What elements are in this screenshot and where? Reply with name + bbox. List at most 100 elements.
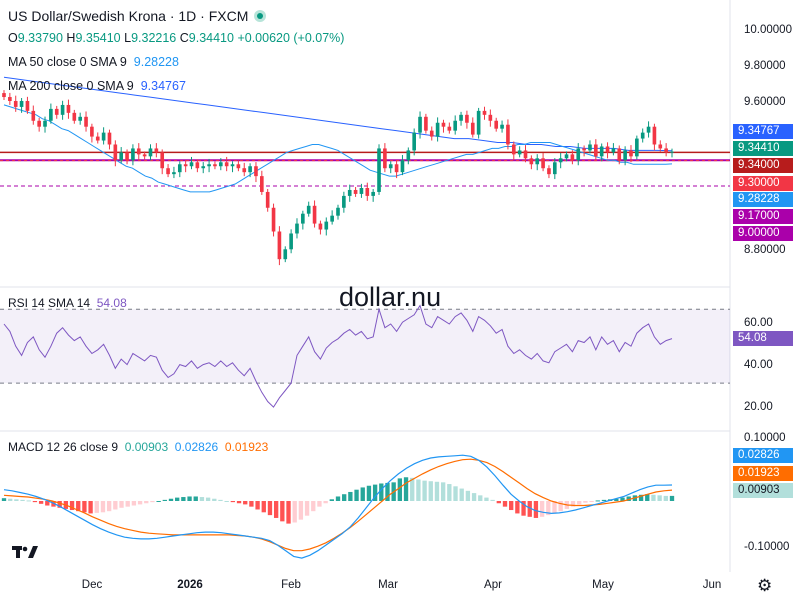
candle-body bbox=[605, 146, 610, 153]
candle-body bbox=[31, 110, 36, 121]
macd-histogram-bar bbox=[286, 501, 291, 524]
macd-histogram-bar bbox=[113, 501, 118, 510]
macd-histogram-bar bbox=[181, 497, 186, 501]
candle-body bbox=[19, 100, 24, 107]
low-value: 9.32216 bbox=[131, 31, 177, 45]
macd-histogram-bar bbox=[94, 501, 99, 513]
ma50-legend[interactable]: MA 50 close 0 SMA 9 9.28228 bbox=[8, 55, 179, 69]
x-axis-label-apr: Apr bbox=[484, 579, 502, 591]
macd-histogram-bar bbox=[131, 501, 137, 506]
price-axis-label: 9.60000 bbox=[744, 96, 786, 108]
macd-histogram-bar bbox=[298, 501, 304, 520]
macd-histogram-bar bbox=[1, 498, 7, 501]
candle-body bbox=[424, 116, 428, 131]
candle-body bbox=[588, 144, 592, 151]
macd-histogram-bar bbox=[342, 494, 347, 501]
macd-histogram-bar bbox=[280, 501, 285, 522]
candle-body bbox=[43, 120, 47, 127]
price-axis-label: 10.00000 bbox=[744, 24, 792, 36]
macd-histogram-bar bbox=[329, 499, 334, 501]
macd-axis-label: -0.10000 bbox=[744, 541, 790, 553]
support-badge: 9.30000 bbox=[733, 176, 793, 191]
candle-body bbox=[470, 122, 475, 135]
candle-body bbox=[365, 187, 370, 196]
candle-body bbox=[78, 116, 82, 121]
macd-histogram-bar bbox=[267, 501, 273, 516]
macd-histogram-bar bbox=[583, 501, 588, 503]
macd-histogram-bar bbox=[533, 501, 539, 518]
macd-histogram-bar bbox=[162, 499, 167, 501]
macd-histogram-bar bbox=[471, 493, 477, 501]
candle-body bbox=[330, 215, 334, 222]
candle-body bbox=[183, 164, 188, 167]
candle-body bbox=[125, 152, 129, 161]
candle-body bbox=[406, 150, 411, 161]
macd-histogram-bar bbox=[651, 494, 656, 501]
candle-body bbox=[640, 132, 645, 139]
macd-histogram-bar bbox=[372, 484, 378, 501]
x-axis-label-dec: Dec bbox=[81, 579, 103, 591]
macd-histogram-bar bbox=[422, 480, 427, 501]
macd-histogram-bar bbox=[261, 501, 266, 513]
ma200-legend[interactable]: MA 200 close 0 SMA 9 9.34767 bbox=[8, 79, 186, 93]
candle-body bbox=[476, 110, 481, 135]
macd-histogram-bar bbox=[125, 501, 130, 507]
candle-body bbox=[541, 158, 545, 169]
rsi-legend[interactable]: RSI 14 SMA 14 54.08 bbox=[8, 296, 127, 310]
candle-body bbox=[646, 126, 651, 133]
macd-histogram-bar bbox=[638, 494, 644, 501]
rsi-axis-label: 40.00 bbox=[744, 359, 773, 371]
macd-histogram-bar bbox=[119, 501, 124, 508]
macd-histogram-bar bbox=[515, 501, 520, 514]
macd-histogram-bar bbox=[137, 501, 143, 505]
macd-histogram-bar bbox=[187, 496, 192, 501]
candle-body bbox=[500, 124, 504, 129]
candle-body bbox=[383, 148, 387, 169]
candle-body bbox=[582, 148, 586, 151]
macd-histogram-bar bbox=[645, 494, 650, 501]
macd-histogram-bar bbox=[14, 499, 19, 501]
candle-body bbox=[552, 162, 557, 175]
symbol-title[interactable]: US Dollar/Swedish Krona · 1D · FXCM bbox=[8, 8, 249, 24]
candle-body bbox=[482, 110, 487, 115]
macd-histogram-bar bbox=[558, 501, 563, 512]
candle-body bbox=[242, 168, 247, 173]
ma200-label: MA 200 close 0 SMA 9 bbox=[8, 79, 134, 93]
candle-body bbox=[66, 104, 71, 113]
macd-histogram-bar bbox=[175, 497, 180, 501]
macd-signal-value: 0.01923 bbox=[224, 440, 269, 454]
candle-body bbox=[37, 120, 41, 127]
candle-body bbox=[617, 148, 622, 161]
candle-body bbox=[172, 172, 176, 175]
candle-body bbox=[318, 223, 323, 230]
price-axis-label: 9.80000 bbox=[744, 60, 786, 72]
macd-histogram-bar bbox=[150, 501, 155, 503]
macd-histogram-bar bbox=[614, 498, 619, 501]
rsi-axis-label: 60.00 bbox=[744, 317, 773, 329]
candle-body bbox=[213, 164, 217, 167]
last-price-badge: 9.34410 bbox=[733, 141, 793, 156]
macd-histogram-bar bbox=[570, 501, 576, 507]
market-open-icon bbox=[254, 10, 267, 22]
macd-histogram-bar bbox=[168, 498, 174, 501]
candle-body bbox=[629, 150, 633, 157]
candle-body bbox=[160, 152, 165, 169]
candles bbox=[2, 90, 674, 266]
candle-body bbox=[289, 233, 293, 250]
low-label: L bbox=[124, 31, 132, 45]
candle-body bbox=[107, 132, 112, 145]
settings-gear-icon[interactable]: ⚙ bbox=[757, 576, 773, 595]
candle-body bbox=[113, 144, 118, 161]
high-label: H bbox=[66, 31, 76, 45]
symbol-title-row: US Dollar/Swedish Krona · 1D · FXCM bbox=[8, 8, 267, 24]
rsi-value-badge: 54.08 bbox=[733, 331, 793, 346]
candle-body bbox=[336, 207, 340, 216]
tradingview-logo-icon[interactable] bbox=[12, 542, 38, 562]
macd-histogram-bar bbox=[45, 501, 50, 506]
candle-body bbox=[148, 148, 153, 157]
macd-legend[interactable]: MACD 12 26 close 9 0.00903 0.02826 0.019… bbox=[8, 440, 268, 454]
candle-body bbox=[347, 189, 352, 196]
candle-body bbox=[306, 205, 311, 214]
macd-histogram-bar bbox=[440, 482, 446, 501]
